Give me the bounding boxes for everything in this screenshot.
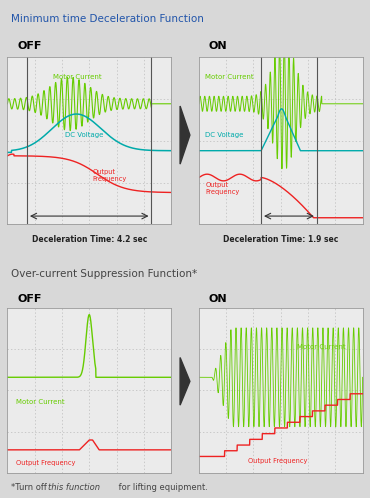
Text: OFF: OFF (17, 294, 41, 304)
Text: Deceleration Time: 1.9 sec: Deceleration Time: 1.9 sec (223, 235, 339, 244)
Text: Motor Current: Motor Current (53, 74, 102, 80)
Text: for lifting equipment.: for lifting equipment. (116, 483, 208, 492)
Text: Motor Current: Motor Current (16, 399, 64, 405)
Polygon shape (180, 358, 190, 405)
Text: Minimum time Deceleration Function: Minimum time Deceleration Function (11, 13, 204, 23)
Text: Over-current Suppression Function*: Over-current Suppression Function* (11, 269, 197, 279)
Text: Output Frequency: Output Frequency (248, 458, 307, 464)
Polygon shape (180, 106, 190, 164)
Text: ON: ON (209, 294, 227, 304)
Text: Output
Frequency: Output Frequency (205, 182, 240, 195)
Text: Output Frequency: Output Frequency (16, 460, 75, 466)
Text: ON: ON (209, 41, 227, 51)
Text: Output
Frequency: Output Frequency (92, 169, 127, 182)
Text: Motor Current: Motor Current (297, 344, 346, 350)
Text: DC Voltage: DC Voltage (65, 132, 103, 138)
Text: Motor Current: Motor Current (205, 74, 254, 80)
Text: OFF: OFF (17, 41, 41, 51)
Text: *Turn off: *Turn off (11, 483, 50, 492)
Text: Deceleration Time: 4.2 sec: Deceleration Time: 4.2 sec (31, 235, 147, 244)
Text: DC Voltage: DC Voltage (205, 132, 244, 138)
Text: this function: this function (48, 483, 100, 492)
